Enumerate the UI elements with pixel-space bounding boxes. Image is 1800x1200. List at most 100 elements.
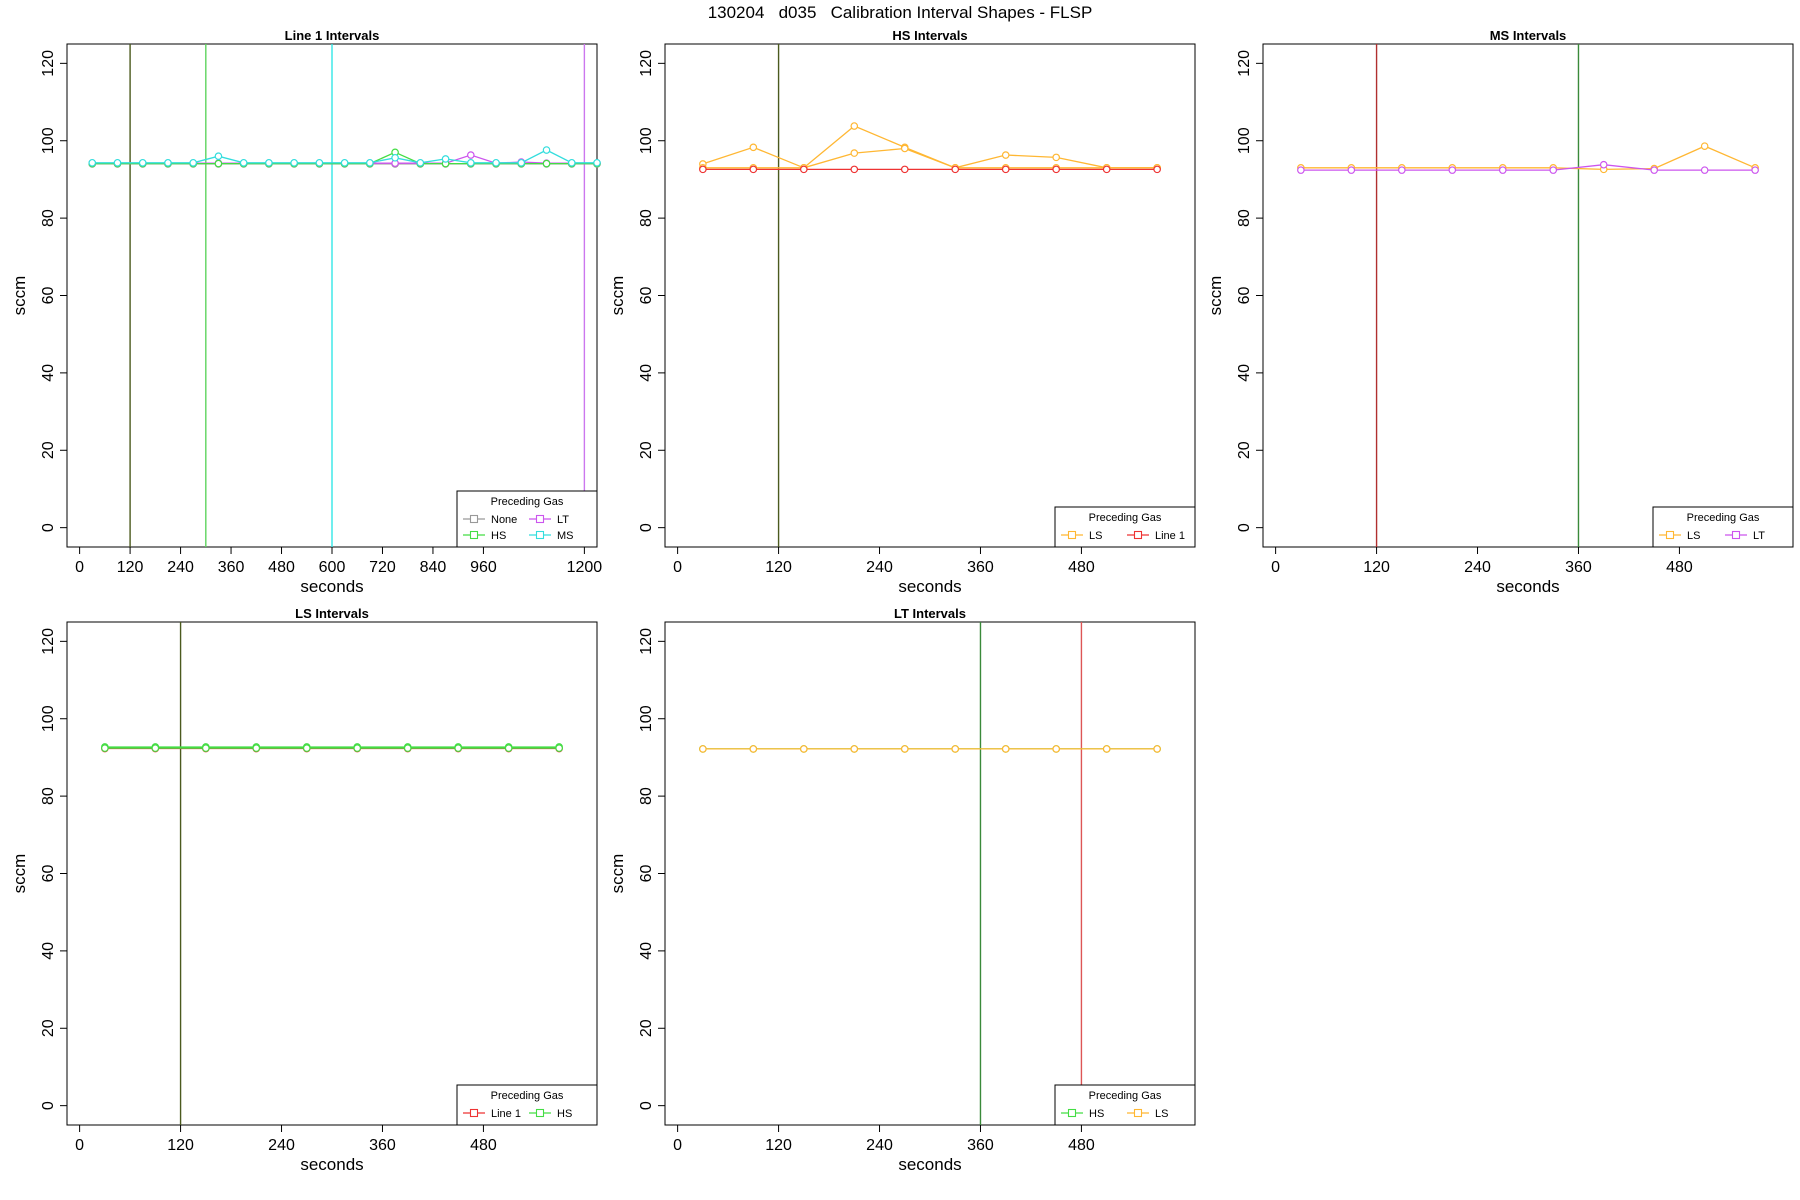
x-tick-label: 960 — [470, 559, 497, 576]
legend-entry-label: Line 1 — [1155, 530, 1185, 542]
plot-frame — [1262, 43, 1794, 548]
data-point — [850, 165, 859, 174]
y-tick-label: 80 — [40, 787, 57, 805]
data-point — [1549, 166, 1558, 174]
plot-frame — [664, 43, 1196, 548]
y-tick-label: 0 — [638, 1101, 655, 1110]
y-tick-label: 100 — [1236, 127, 1253, 154]
x-tick-label: 0 — [673, 559, 682, 576]
panel-title: MS Intervals — [1490, 28, 1567, 43]
y-tick-label: 40 — [638, 364, 655, 382]
series-line-1 — [699, 165, 1161, 174]
data-point — [189, 158, 197, 167]
data-point — [1052, 745, 1060, 753]
legend-entry-label: None — [491, 514, 517, 526]
y-tick-label: 60 — [40, 287, 57, 305]
data-point — [1102, 745, 1111, 753]
data-point — [517, 158, 526, 167]
legend: Preceding Gas LS LT — [1652, 506, 1794, 548]
y-tick-label: 120 — [40, 628, 57, 655]
data-point — [467, 158, 475, 167]
legend-entry-label: MS — [557, 530, 574, 542]
data-point — [1650, 166, 1658, 174]
data-point — [290, 158, 298, 167]
data-point — [454, 744, 462, 752]
data-point — [900, 144, 909, 153]
x-tick-label: 0 — [1271, 559, 1280, 576]
legend-swatch-marker — [1133, 1108, 1143, 1118]
legend-entry-label: Line 1 — [491, 1108, 521, 1120]
legend-entry-label: LS — [1155, 1108, 1168, 1120]
legend-box — [1652, 506, 1794, 548]
chart-panel-5: LT Intervals 0 20 40 60 80 100 120 sccm 0 120 240 36… — [608, 606, 1196, 1174]
legend-box — [1054, 506, 1196, 548]
y-tick-label: 20 — [40, 1019, 57, 1037]
data-point — [202, 744, 210, 752]
y-axis: 0 20 40 60 80 100 120 — [40, 628, 67, 1110]
data-point — [1700, 142, 1709, 150]
legend: Preceding Gas Line 1 HS — [456, 1084, 598, 1126]
x-tick-label: 0 — [75, 1137, 84, 1154]
y-tick-label: 120 — [638, 628, 655, 655]
chart-panel-2: HS Intervals 0 20 40 60 80 100 120 sccm 0 120 240 36… — [608, 28, 1196, 596]
data-point — [1297, 166, 1305, 174]
series-line — [1300, 145, 1756, 171]
x-tick-label: 600 — [319, 559, 346, 576]
series-line — [702, 147, 1158, 169]
y-tick-label: 100 — [638, 127, 655, 154]
x-tick-label: 120 — [167, 1137, 194, 1154]
plot-frame — [66, 621, 598, 1126]
series-ls — [699, 122, 1161, 172]
data-point — [366, 158, 374, 167]
x-tick-label: 120 — [765, 559, 792, 576]
x-axis-label: seconds — [898, 1155, 961, 1174]
data-point — [113, 158, 122, 167]
data-point — [101, 744, 109, 752]
data-point — [1498, 166, 1507, 174]
data-point — [1448, 166, 1457, 174]
data-point — [542, 146, 551, 154]
data-point — [403, 744, 412, 752]
legend-swatch-marker — [535, 514, 545, 524]
data-point — [1347, 166, 1356, 174]
x-axis: 0 120 240 360 480 — [673, 1124, 1095, 1154]
legend-swatch-marker — [469, 530, 479, 540]
legend-title: Preceding Gas — [1687, 512, 1760, 524]
x-axis: 0 120 240 360 480 600 720 840 960 1200 — [75, 546, 603, 576]
data-point — [555, 744, 563, 752]
data-point — [1398, 166, 1406, 174]
data-point — [1001, 151, 1010, 159]
x-tick-label: 480 — [470, 1137, 497, 1154]
x-tick-label: 240 — [268, 1137, 295, 1154]
y-axis: 0 20 40 60 80 100 120 — [638, 628, 665, 1110]
y-tick-label: 40 — [638, 942, 655, 960]
x-axis: 0 120 240 360 480 — [673, 546, 1095, 576]
legend-swatch-marker — [1665, 530, 1675, 540]
series-line — [702, 125, 1158, 169]
y-tick-label: 60 — [40, 865, 57, 883]
data-point — [951, 745, 960, 753]
y-axis: 0 20 40 60 80 100 120 — [1236, 50, 1263, 532]
data-point — [340, 158, 349, 167]
data-point — [88, 158, 97, 167]
series-unnamed — [699, 144, 1161, 172]
y-axis-label: sccm — [10, 276, 29, 316]
legend-entry-label: HS — [491, 530, 506, 542]
x-tick-label: 360 — [967, 559, 994, 576]
data-point — [391, 153, 399, 162]
series-ms — [88, 146, 601, 167]
legend-entry-label: LT — [557, 514, 569, 526]
x-axis: 0 120 240 360 480 — [75, 1124, 497, 1154]
y-tick-label: 20 — [638, 441, 655, 459]
data-point — [467, 151, 475, 159]
legend-entry-label: LS — [1687, 530, 1700, 542]
data-point — [353, 744, 362, 752]
x-tick-label: 1200 — [567, 559, 603, 576]
data-point — [265, 158, 273, 167]
legend-swatch-marker — [1133, 530, 1143, 540]
y-axis-label: sccm — [1206, 276, 1225, 316]
legend-swatch-marker — [1067, 1108, 1077, 1118]
legend-box — [1054, 1084, 1196, 1126]
data-point — [315, 158, 324, 167]
data-point — [593, 158, 601, 167]
